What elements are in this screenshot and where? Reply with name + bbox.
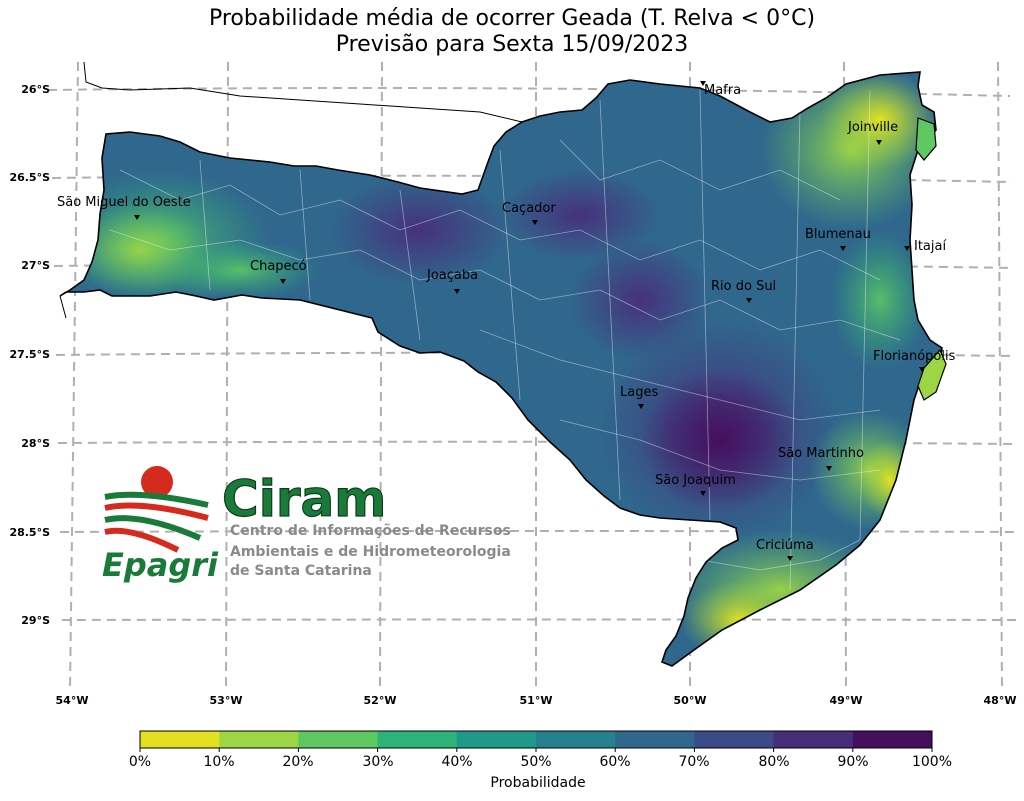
city-rio-do-sul: Rio do Sul [711,279,776,303]
city-label: São Joaquim [655,473,736,488]
city-florianopolis: Florianópolis [873,349,956,372]
probability-field [60,72,942,666]
city-marker-icon [134,215,140,220]
ciram-wordmark: Ciram [222,470,386,528]
colorbar-tick: 60% [599,754,631,770]
lon-label: 53°W [210,694,243,707]
city-label: Joinville [847,120,898,135]
lat-label: 26°S [21,83,50,96]
city-marker-icon [700,491,706,496]
logo-subtitle-1: Centro de Informações de Recursos [230,523,511,539]
city-marker-icon [746,298,752,303]
city-label: Caçador [502,201,556,216]
city-marker-icon [532,220,538,225]
colorbar-swatch [852,731,933,748]
lat-label: 27.5°S [9,348,50,361]
city-label: Blumenau [805,227,871,242]
epagri-wordmark: Epagri [102,546,219,584]
colorbar-tick: 70% [678,754,710,770]
city-sao-joaquim: São Joaquim [655,473,736,496]
colorbar-swatch [773,731,854,748]
logo-subtitle-2: Ambientais e de Hidrometeorologia [230,544,511,560]
map-title: Probabilidade média de ocorrer Geada (T.… [208,6,816,31]
city-marker-icon [919,367,925,372]
colorbar-swatch [456,731,537,748]
colorbar-swatch [219,731,299,748]
city-itajai: Itajaí [904,239,946,254]
lat-label: 29°S [21,614,50,627]
lon-label: 54°W [56,694,89,707]
colorbar-label: Probabilidade [490,775,586,791]
city-chapeco: Chapecó [250,259,307,284]
city-sao-miguel-do-oeste: São Miguel do Oeste [57,195,191,220]
island-sao-francisco [915,117,937,161]
colorbar-tick: 100% [911,754,953,770]
city-marker-icon [876,140,882,145]
logo-stripes [104,491,209,553]
colorbar-tick: 80% [758,754,790,770]
city-marker-icon [638,404,644,409]
longitude-labels: 54°W 53°W 52°W 51°W 50°W 49°W 48°W [56,694,1017,707]
city-criciuma: Criciúma [756,538,814,561]
map-subtitle: Previsão para Sexta 15/09/2023 [335,32,689,57]
colorbar-swatch [140,731,220,748]
colorbar-swatch [694,731,775,748]
city-label: São Martinho [778,446,864,461]
colorbar [139,730,933,752]
colorbar-tick: 50% [520,754,552,770]
lon-label: 52°W [364,694,397,707]
city-label: Rio do Sul [711,279,776,294]
colorbar-swatch [377,731,458,748]
colorbar-swatch [615,731,695,748]
island-florianopolis [917,348,947,401]
colorbar-tick: 40% [441,754,473,770]
logo-subtitle-3: de Santa Catarina [230,563,372,579]
city-lages: Lages [620,385,658,409]
lat-label: 26.5°S [9,171,50,184]
epagri-ciram-logo: Epagri Ciram Centro de Informações de Re… [102,466,511,584]
lon-label: 51°W [520,694,553,707]
lon-label: 48°W [984,694,1017,707]
city-mafra: Mafra [700,81,741,98]
city-label: Chapecó [250,259,307,274]
colorbar-tick: 90% [837,754,869,770]
lat-label: 27°S [21,259,50,272]
colorbar-tick: 20% [282,754,314,770]
city-sao-martinho: São Martinho [778,446,864,471]
sun-icon [141,466,173,498]
lon-label: 50°W [674,694,707,707]
lat-label: 28°S [21,437,50,450]
city-label: São Miguel do Oeste [57,195,191,210]
colorbar-tick: 0% [128,754,152,770]
city-cacador: Caçador [502,201,556,225]
city-marker-icon [826,466,832,471]
city-joacaba: Joaçaba [426,268,478,294]
city-marker-icon [280,279,286,284]
city-marker-icon [454,289,460,294]
lon-label: 49°W [830,694,863,707]
city-blumenau: Blumenau [805,227,871,251]
lat-label: 28.5°S [9,526,50,539]
colorbar-swatch [536,731,616,748]
neighbor-borders [59,61,523,319]
city-label: Mafra [704,83,741,98]
city-marker-icon [840,246,846,251]
city-label: Florianópolis [873,349,956,364]
city-label: Lages [620,385,658,400]
city-joinville: Joinville [847,120,898,145]
colorbar-swatch [298,731,379,748]
city-marker-icon [904,246,910,251]
city-marker-icon [700,81,706,86]
city-label: Joaçaba [426,268,478,283]
city-marker-icon [787,556,793,561]
colorbar-tick: 30% [362,754,394,770]
city-label: Criciúma [756,538,814,553]
city-label: Itajaí [914,239,946,254]
latitude-labels: 26°S 26.5°S 27°S 27.5°S 28°S 28.5°S 29°S [9,83,50,627]
colorbar-tick: 10% [203,754,235,770]
city-markers: Mafra Joinville São Miguel do Oeste Caça… [57,81,956,561]
